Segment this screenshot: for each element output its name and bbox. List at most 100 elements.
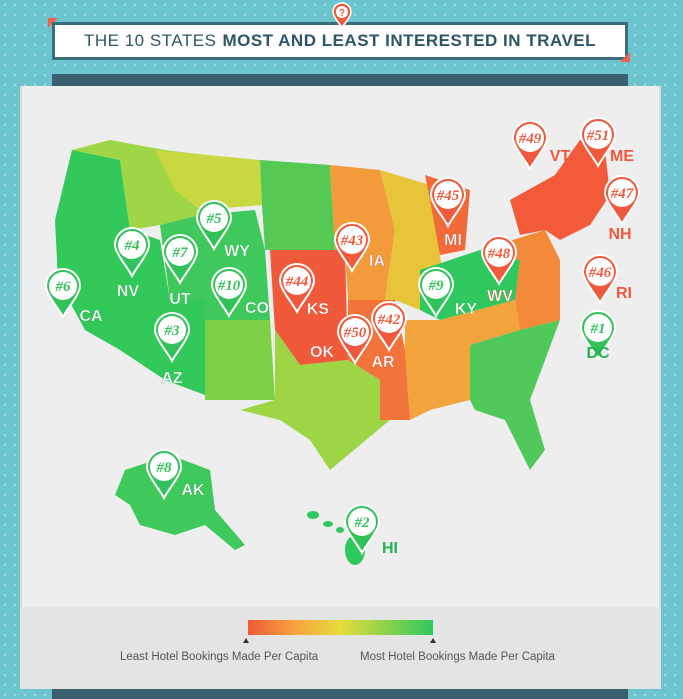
map-pin-face [118, 231, 146, 259]
state-label: NV [117, 283, 140, 300]
rank-label: #7 [172, 245, 189, 261]
map-pin-face [348, 508, 376, 536]
legend-tick-right [430, 638, 436, 643]
map-pin-face [584, 314, 612, 342]
map-pin-face [200, 204, 228, 232]
hawaii-island [307, 511, 319, 519]
state-label: OK [310, 344, 334, 361]
title-emphasis: MOST AND LEAST INTERESTED IN TRAVEL [222, 31, 597, 50]
map-pin-face [586, 258, 614, 286]
legend-tick-left [243, 638, 249, 643]
state-label: DC [586, 345, 610, 362]
map-pin-face [341, 318, 369, 346]
region-southeast-inner [405, 300, 520, 420]
rank-label: #9 [428, 278, 445, 294]
state-label: IA [369, 253, 385, 270]
state-label: KS [307, 301, 330, 318]
rank-label: #10 [217, 278, 241, 294]
legend-most-label: Most Hotel Bookings Made Per Capita [360, 651, 555, 663]
rank-label: #46 [588, 265, 612, 281]
state-label: UT [169, 291, 191, 308]
marker-ok: #50 OK [310, 314, 374, 366]
map-pin-face [338, 226, 366, 254]
map-pin-face [375, 305, 403, 333]
hawaii-island [336, 527, 344, 533]
region-newmexico [205, 320, 275, 400]
state-label: HI [382, 540, 398, 557]
rank-label: #6 [55, 279, 72, 295]
footer-divider [52, 689, 628, 699]
state-label: KY [455, 301, 478, 318]
svg-text:?: ? [339, 8, 345, 19]
marker-dc: #1 DC [579, 310, 617, 362]
state-label: CO [245, 300, 269, 317]
marker-ks: #44 KS [278, 263, 330, 318]
state-label: RI [616, 285, 632, 302]
state-label: WY [224, 243, 250, 260]
rank-label: #47 [610, 186, 634, 202]
mainland-usa [55, 140, 610, 470]
marker-wy: #5WY [195, 200, 250, 260]
state-label: WV [487, 288, 513, 305]
rank-label: #4 [124, 238, 141, 254]
marker-ky: #9 KY [417, 267, 478, 319]
map-pin-face [49, 272, 77, 300]
title-corner-decoration [620, 52, 630, 62]
rank-label: #3 [164, 323, 181, 339]
state-label: AZ [161, 370, 183, 387]
state-label: ME [610, 148, 634, 165]
marker-nh: #47 NH [603, 175, 641, 243]
map-pin-face [516, 124, 544, 152]
region-montana [155, 150, 262, 210]
header-divider [52, 74, 628, 86]
legend-gradient-bar [248, 620, 433, 635]
map-pin-face [283, 267, 311, 295]
title-prefix: THE 10 STATES [83, 31, 217, 50]
marker-mi: #45 MI [429, 177, 467, 249]
rank-label: #48 [487, 246, 511, 262]
state-label: NH [608, 226, 631, 243]
region-southeast-coast [470, 320, 560, 470]
rank-label: #50 [343, 325, 367, 341]
rank-markers: #1 DC #2 HI #3 AZ #4 NV #5WY #6 CA #7 UT #8 AK #9 KY #10C… [44, 117, 641, 557]
state-label: AR [371, 354, 395, 371]
hawaii-island [323, 521, 333, 527]
marker-ut: #7 UT [161, 234, 199, 308]
marker-az: #3 AZ [153, 312, 191, 387]
rank-label: #8 [156, 460, 173, 476]
rank-label: #51 [586, 128, 610, 144]
alaska [115, 455, 245, 550]
marker-wv: #48 WV [480, 235, 518, 305]
rank-label: #49 [518, 131, 542, 147]
map-pin-face [150, 453, 178, 481]
state-label: AK [181, 482, 205, 499]
region-texas [240, 330, 390, 470]
page-title: THE 10 STATES MOST AND LEAST INTERESTED … [52, 22, 628, 60]
marker-ak: #8 AK [145, 449, 205, 501]
map-pin-face [584, 121, 612, 149]
rank-label: #5 [206, 211, 223, 227]
map-pin-face [158, 316, 186, 344]
rank-label: #43 [340, 233, 364, 249]
map-pin-face [166, 238, 194, 266]
map-pin-face [485, 239, 513, 267]
rank-label: #42 [377, 312, 401, 328]
rank-label: #1 [590, 321, 606, 337]
alaska-shape [115, 455, 245, 550]
marker-ar: #42 AR [370, 301, 408, 371]
rank-label: #45 [436, 188, 460, 204]
legend-least-label: Least Hotel Bookings Made Per Capita [120, 651, 319, 663]
marker-hi: #2 HI [343, 504, 398, 557]
marker-ia: #43 IA [333, 222, 386, 274]
map-pin-face [434, 181, 462, 209]
rank-label: #44 [285, 274, 309, 290]
state-label: VT [550, 148, 571, 165]
region-northeast [510, 140, 610, 240]
map-pin-face [215, 271, 243, 299]
state-label: CA [79, 308, 103, 325]
marker-vt: #49 VT [511, 120, 571, 172]
